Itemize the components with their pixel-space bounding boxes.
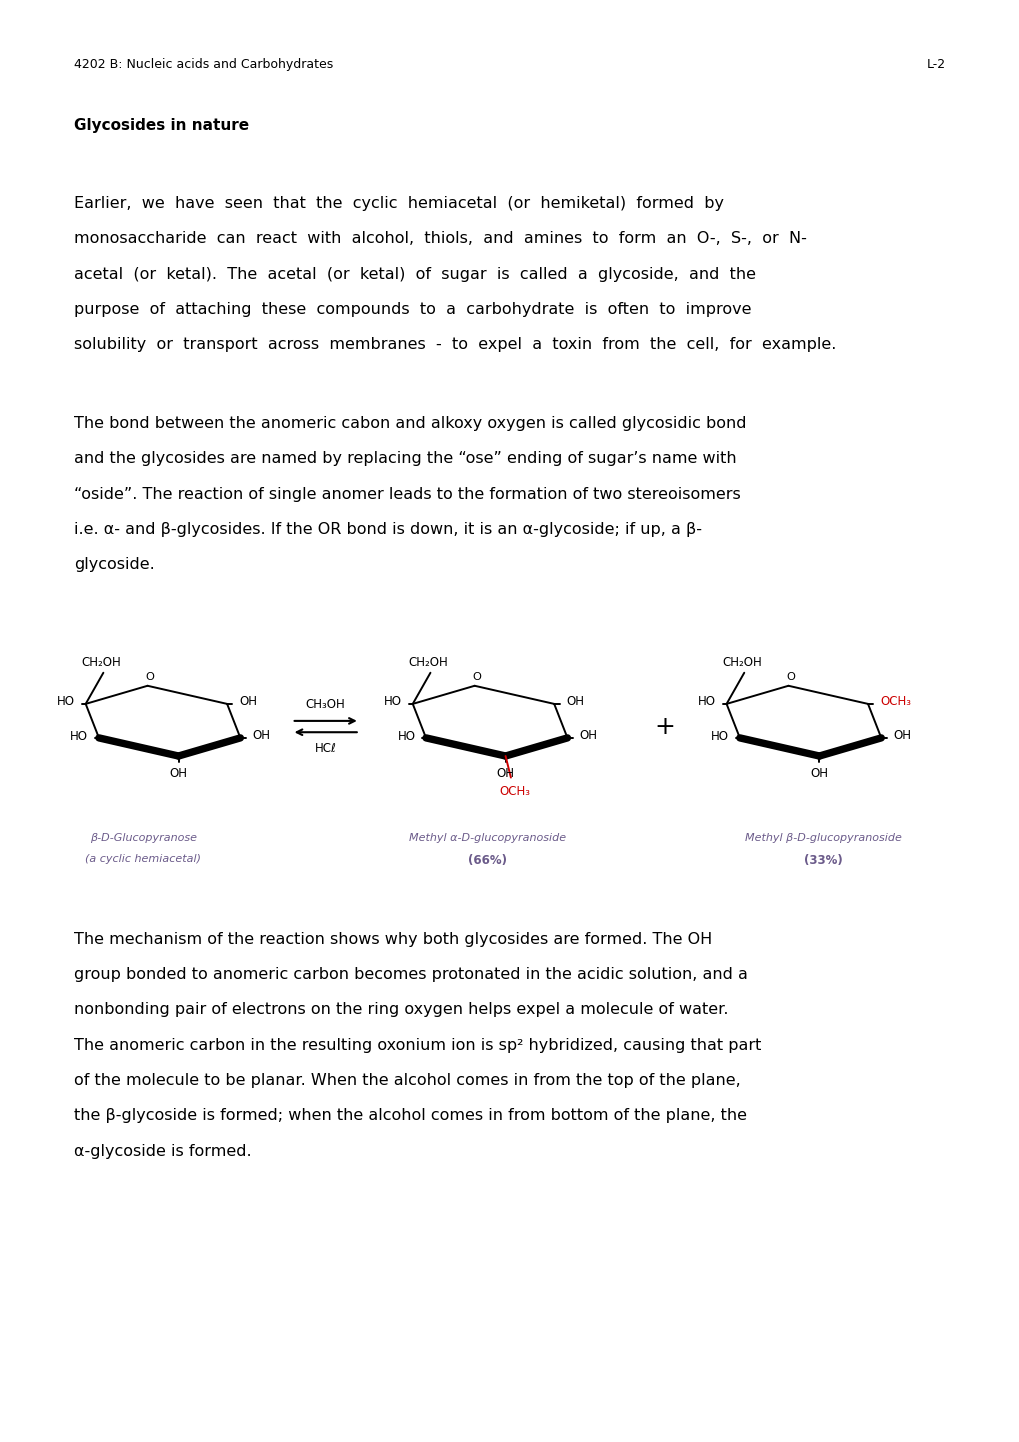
Text: OH: OH [893,730,911,743]
Text: CH₃OH: CH₃OH [306,698,345,711]
Text: CH₂OH: CH₂OH [409,656,448,669]
Text: (a cyclic hemiacetal): (a cyclic hemiacetal) [85,854,201,864]
Text: OH: OH [169,767,187,780]
Text: O: O [146,672,155,682]
Text: Earlier,  we  have  seen  that  the  cyclic  hemiacetal  (or  hemiketal)  formed: Earlier, we have seen that the cyclic he… [74,196,723,211]
Text: “oside”. The reaction of single anomer leads to the formation of two stereoisome: “oside”. The reaction of single anomer l… [74,487,741,502]
Text: HO: HO [710,730,729,743]
Text: OH: OH [239,695,257,708]
Text: HO: HO [70,730,89,743]
Text: OH: OH [496,767,514,780]
Text: O: O [473,672,481,682]
Text: The mechanism of the reaction shows why both glycosides are formed. The OH: The mechanism of the reaction shows why … [74,932,712,946]
Text: nonbonding pair of electrons on the ring oxygen helps expel a molecule of water.: nonbonding pair of electrons on the ring… [74,1002,729,1017]
Text: group bonded to anomeric carbon becomes protonated in the acidic solution, and a: group bonded to anomeric carbon becomes … [74,968,748,982]
Text: monosaccharide  can  react  with  alcohol,  thiols,  and  amines  to  form  an  : monosaccharide can react with alcohol, t… [74,231,807,247]
Text: Methyl α-D-glucopyranoside: Methyl α-D-glucopyranoside [409,833,566,844]
Text: β-D-Glucopyranose: β-D-Glucopyranose [90,833,197,844]
Text: HO: HO [384,695,401,708]
Text: α-glycoside is formed.: α-glycoside is formed. [74,1144,252,1158]
Text: 4202 B: Nucleic acids and Carbohydrates: 4202 B: Nucleic acids and Carbohydrates [74,58,333,71]
Text: solubility  or  transport  across  membranes  -  to  expel  a  toxin  from  the : solubility or transport across membranes… [74,337,836,352]
Text: purpose  of  attaching  these  compounds  to  a  carbohydrate  is  often  to  im: purpose of attaching these compounds to … [74,303,751,317]
Text: HO: HO [397,730,415,743]
Text: of the molecule to be planar. When the alcohol comes in from the top of the plan: of the molecule to be planar. When the a… [74,1073,741,1087]
Text: the β-glycoside is formed; when the alcohol comes in from bottom of the plane, t: the β-glycoside is formed; when the alco… [74,1109,747,1123]
Text: CH₂OH: CH₂OH [721,656,761,669]
Text: +: + [653,715,675,738]
Text: OH: OH [566,695,584,708]
Text: CH₂OH: CH₂OH [82,656,121,669]
Text: The bond between the anomeric cabon and alkoxy oxygen is called glycosidic bond: The bond between the anomeric cabon and … [74,415,746,431]
Text: HO: HO [57,695,75,708]
Text: OCH₃: OCH₃ [879,695,911,708]
Text: The anomeric carbon in the resulting oxonium ion is sp² hybridized, causing that: The anomeric carbon in the resulting oxo… [74,1038,761,1053]
Text: O: O [786,672,795,682]
Text: L-2: L-2 [925,58,945,71]
Text: and the glycosides are named by replacing the “ose” ending of sugar’s name with: and the glycosides are named by replacin… [74,451,737,466]
Text: OCH₃: OCH₃ [498,786,530,799]
Text: i.e. α- and β-glycosides. If the OR bond is down, it is an α-glycoside; if up, a: i.e. α- and β-glycosides. If the OR bond… [74,522,702,536]
Text: glycoside.: glycoside. [74,558,155,572]
Text: OH: OH [579,730,597,743]
Text: HO: HO [697,695,715,708]
Text: OH: OH [810,767,827,780]
Text: (33%): (33%) [804,854,843,867]
Text: HCℓ: HCℓ [315,743,336,756]
Text: acetal  (or  ketal).  The  acetal  (or  ketal)  of  sugar  is  called  a  glycos: acetal (or ketal). The acetal (or ketal)… [74,267,756,281]
Text: (66%): (66%) [468,854,506,867]
Text: OH: OH [253,730,270,743]
Text: Glycosides in nature: Glycosides in nature [74,118,250,133]
Text: Methyl β-D-glucopyranoside: Methyl β-D-glucopyranoside [745,833,902,844]
